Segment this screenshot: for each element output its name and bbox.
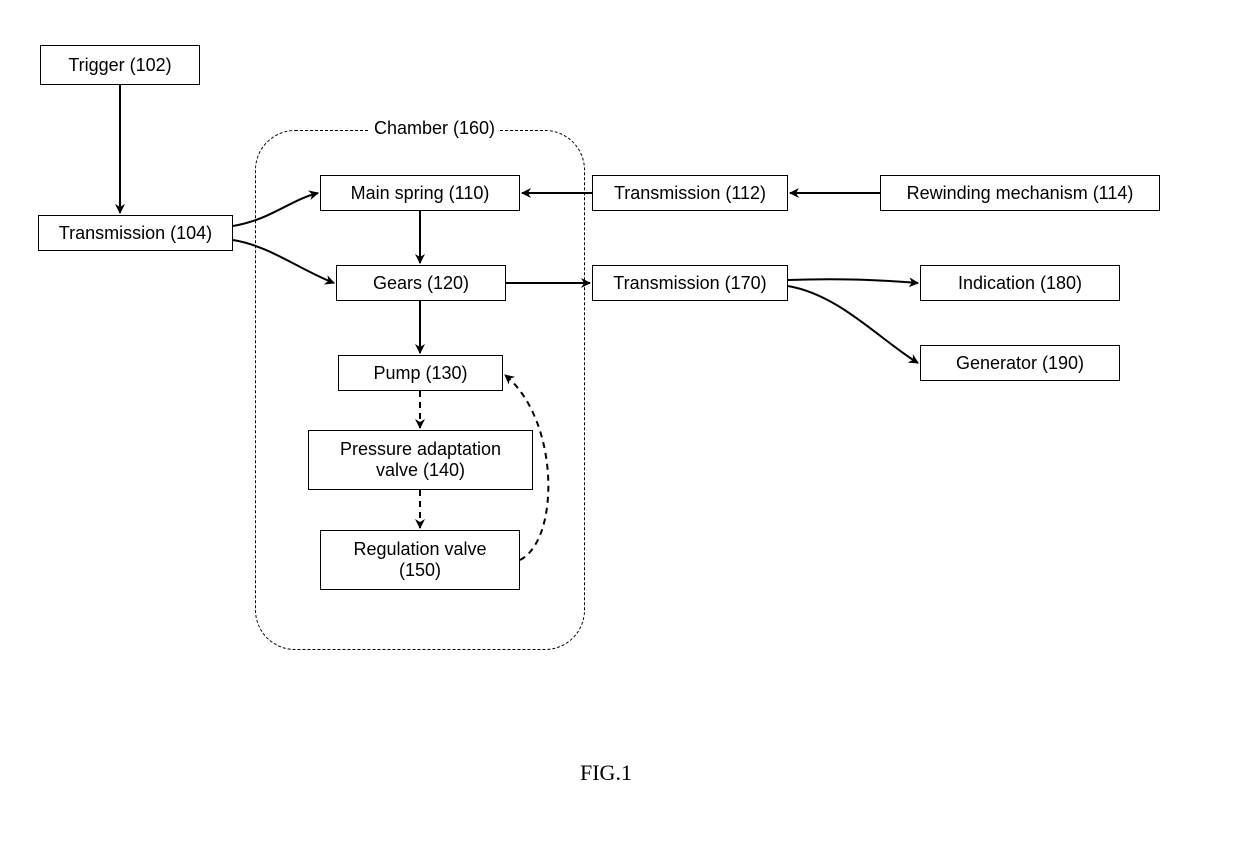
node-transmission-112: Transmission (112)	[592, 175, 788, 211]
node-pressure-valve: Pressure adaptation valve (140)	[308, 430, 533, 490]
node-indication: Indication (180)	[920, 265, 1120, 301]
node-generator: Generator (190)	[920, 345, 1120, 381]
node-label: Pump (130)	[373, 363, 467, 384]
node-label: Main spring (110)	[351, 183, 490, 204]
node-gears: Gears (120)	[336, 265, 506, 301]
node-label: Trigger (102)	[68, 55, 171, 76]
edge-trans170-generator	[788, 286, 918, 363]
node-label: Generator (190)	[956, 353, 1084, 374]
node-label: Regulation valve (150)	[331, 539, 509, 581]
node-label: Transmission (112)	[614, 183, 766, 204]
node-rewinding: Rewinding mechanism (114)	[880, 175, 1160, 211]
flowchart-diagram: Chamber (160) Trigger (102) Transmission…	[0, 0, 1239, 857]
node-main-spring: Main spring (110)	[320, 175, 520, 211]
figure-label: FIG.1	[580, 760, 632, 786]
node-pump: Pump (130)	[338, 355, 503, 391]
connector-lines	[0, 0, 1239, 857]
node-label: Pressure adaptation valve (140)	[319, 439, 522, 481]
chamber-label: Chamber (160)	[370, 118, 499, 139]
node-label: Transmission (104)	[59, 223, 212, 244]
node-regulation-valve: Regulation valve (150)	[320, 530, 520, 590]
node-transmission-170: Transmission (170)	[592, 265, 788, 301]
node-label: Indication (180)	[958, 273, 1082, 294]
edge-trans170-indication	[788, 279, 918, 283]
node-label: Rewinding mechanism (114)	[907, 183, 1134, 204]
node-trigger: Trigger (102)	[40, 45, 200, 85]
node-transmission-104: Transmission (104)	[38, 215, 233, 251]
node-label: Gears (120)	[373, 273, 469, 294]
node-label: Transmission (170)	[613, 273, 766, 294]
